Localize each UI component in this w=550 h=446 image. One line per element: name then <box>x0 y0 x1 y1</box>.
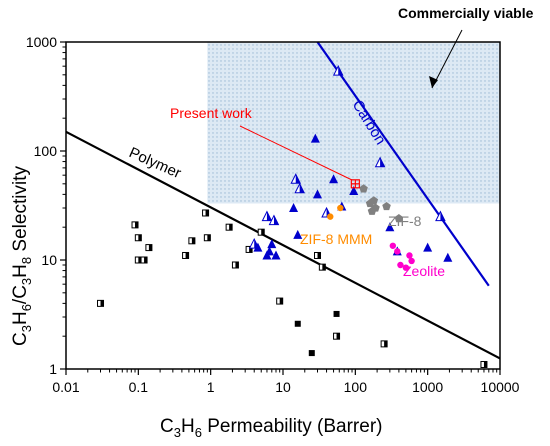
commercially-viable-arrow <box>431 29 463 89</box>
carbon-trend-line <box>316 41 490 287</box>
x-axis-label: C3H6 Permeability (Barrer) <box>160 416 382 440</box>
present-work-pointer <box>239 125 353 181</box>
polymer-label: Polymer <box>126 144 183 182</box>
carbon-point <box>253 242 263 252</box>
x-tick-label: 10 <box>275 379 291 395</box>
zeolite-point <box>389 242 397 249</box>
carbon-point <box>289 202 299 212</box>
zif-8-mmm-point <box>337 204 344 212</box>
carbon-point <box>443 252 453 262</box>
zif-8-point <box>371 203 380 212</box>
zif-8-point <box>369 196 379 205</box>
zeolite-label: Zeolite <box>403 263 445 279</box>
data-points <box>97 65 488 368</box>
polymer-point <box>134 234 142 242</box>
polymer-point <box>202 209 210 217</box>
polymer-point <box>145 244 153 252</box>
polymer-point <box>276 297 284 305</box>
polymer-point <box>134 256 142 264</box>
carbon-point <box>313 189 323 199</box>
carbon-point <box>264 246 274 256</box>
polymer-point <box>203 234 211 242</box>
polymer-point <box>188 237 196 245</box>
polymer-point <box>140 256 148 264</box>
polymer-point <box>380 340 388 348</box>
x-tick-label: 1000 <box>412 379 443 395</box>
trend-lines <box>65 41 501 360</box>
y-tick-label: 10 <box>41 252 57 268</box>
x-tick-label: 1 <box>207 379 215 395</box>
present-work-label: Present work <box>170 105 253 121</box>
y-tick-label: 1000 <box>26 34 57 50</box>
polymer-point <box>333 332 341 340</box>
zif8-label: ZIF-8 <box>388 213 422 229</box>
x-tick-label: 10000 <box>481 379 520 395</box>
zif-8-mmm-point <box>327 213 334 220</box>
present-work-point <box>350 179 360 189</box>
polymer-point <box>333 310 340 317</box>
polymer-point <box>231 261 239 269</box>
polymer-point <box>314 251 322 259</box>
zif8-mmm-label: ZIF-8 MMM <box>300 231 372 247</box>
polymer-point <box>257 228 265 236</box>
zeolite-point <box>397 261 404 269</box>
carbon-point <box>374 156 386 168</box>
carbon-point <box>294 182 305 194</box>
carbon-point <box>385 222 395 232</box>
zif-8-point <box>359 184 368 193</box>
zeolite-point <box>402 264 410 271</box>
x-tick-label: 100 <box>344 379 368 395</box>
y-tick-label: 1 <box>49 361 57 377</box>
polymer-point <box>225 223 233 231</box>
y-axis-label: C3H6/C3H8 Selectivity <box>10 166 34 346</box>
zeolite-point <box>394 248 401 255</box>
commercially-viable-arrowhead <box>429 76 438 88</box>
carbon-point <box>349 185 359 195</box>
carbon-point <box>268 214 280 226</box>
carbon-point <box>271 250 281 260</box>
polymer-point <box>294 320 301 327</box>
carbon-point <box>310 133 320 143</box>
x-tick-label: 0.01 <box>52 379 79 395</box>
zif-8-point <box>382 201 391 211</box>
carbon-point <box>293 229 303 239</box>
polymer-point <box>131 221 139 229</box>
y-tick-label: 100 <box>34 143 58 159</box>
polymer-point <box>182 251 190 259</box>
polymer-point <box>480 360 488 368</box>
carbon-point <box>261 210 273 222</box>
carbon-point <box>267 239 277 249</box>
zeolite-point <box>406 252 413 259</box>
carbon-point <box>290 173 302 184</box>
polymer-point <box>245 245 253 253</box>
x-tick-label: 0.1 <box>129 379 149 395</box>
carbon-point <box>423 242 433 252</box>
carbon-point <box>435 210 446 222</box>
polymer-point <box>97 299 105 307</box>
zif-8-point <box>394 214 404 223</box>
commercial-region <box>207 42 500 204</box>
polymer-point <box>318 263 326 271</box>
commercially-viable-label: Commercially viable <box>398 5 534 21</box>
carbon-point <box>332 65 344 76</box>
axis-ticks: 0.01 0.1 1 10 100 1000 10000 1 10 100 1000 <box>26 34 520 395</box>
polymer-point <box>308 350 315 357</box>
carbon-point <box>329 174 339 184</box>
zeolite-point <box>408 257 415 265</box>
polymer-trend-line <box>65 130 501 360</box>
